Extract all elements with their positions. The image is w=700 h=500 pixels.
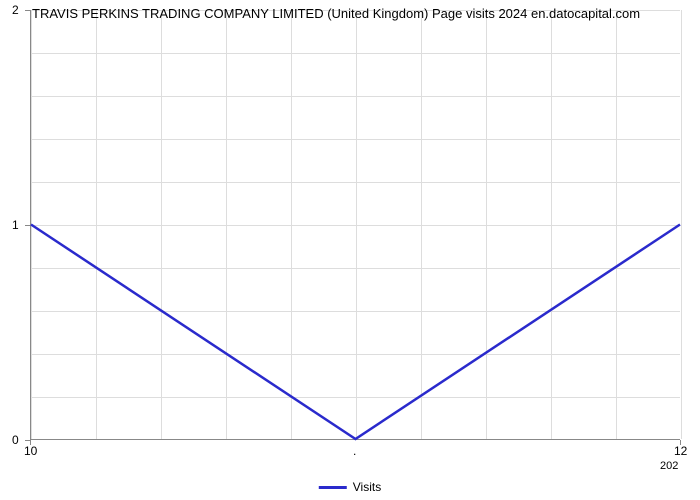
visits-line — [31, 225, 680, 440]
x-tick-label: 12 — [674, 444, 687, 458]
x-sub-label: 202 — [660, 460, 678, 472]
chart-container: TRAVIS PERKINS TRADING COMPANY LIMITED (… — [0, 0, 700, 500]
x-mid-marker: . — [353, 444, 356, 458]
plot-area — [30, 10, 680, 440]
y-tick-label: 0 — [12, 433, 19, 447]
legend-swatch-visits — [319, 486, 347, 489]
legend-label-visits: Visits — [353, 480, 381, 494]
y-tick-label: 2 — [12, 3, 19, 17]
line-series-layer — [31, 10, 680, 439]
x-tick-label: 10 — [24, 444, 37, 458]
y-tick-label: 1 — [12, 218, 19, 232]
chart-title: TRAVIS PERKINS TRADING COMPANY LIMITED (… — [32, 6, 640, 21]
legend: Visits — [319, 480, 381, 494]
